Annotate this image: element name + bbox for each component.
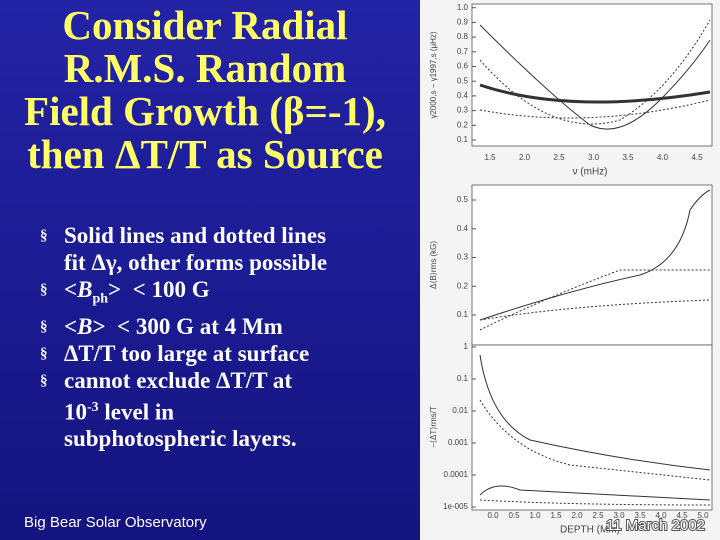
y-axis-label: −⟨ΔT⟩rms/T	[429, 406, 438, 448]
slide-title: Consider Radial R.M.S. Random Field Grow…	[0, 4, 410, 176]
footer-left: Big Bear Solar Observatory	[24, 514, 207, 531]
curve	[479, 189, 711, 321]
x-tick-label: 4.5	[691, 153, 703, 162]
curve	[479, 485, 711, 501]
y-tick-label: 0.5	[457, 76, 469, 85]
plot-frame	[471, 184, 713, 346]
y-tick-label: 0.2	[457, 120, 469, 129]
x-tick-label: 0.0	[487, 511, 499, 520]
title-line: Field Growth (β=-1),	[24, 88, 386, 134]
bullet: <Bph> < 100 G	[40, 276, 410, 313]
y-tick-label: 0.001	[448, 438, 469, 447]
x-tick-label: 2.0	[571, 511, 583, 520]
y-tick-label: 0.1	[457, 374, 469, 383]
text: level in	[98, 399, 175, 425]
x-tick-label: 4.0	[657, 153, 669, 162]
text: <	[64, 277, 78, 302]
curve	[479, 399, 711, 481]
y-tick-label: 0.8	[457, 32, 469, 41]
bullet-line: fit Δγ, other forms possible	[64, 250, 328, 275]
x-tick-label: 1.0	[529, 511, 541, 520]
x-tick-label: 3.0	[588, 153, 600, 162]
subscript: ph	[92, 291, 109, 307]
curve	[479, 83, 711, 104]
x-tick-label: 2.5	[592, 511, 604, 520]
text: > < 100 G	[108, 277, 210, 302]
curve	[479, 24, 711, 130]
x-tick-label: 5.0	[697, 511, 709, 520]
bullet: ΔT/T too large at surface	[40, 340, 410, 368]
y-tick-label: 0.9	[457, 18, 469, 27]
y-tick-label: 0.3	[457, 106, 469, 115]
y-tick-label: 0.7	[457, 47, 469, 56]
y-tick-label: 0.4	[457, 91, 469, 100]
bullet-line: cannot exclude ΔT/T at	[64, 367, 293, 393]
x-tick-label: 0.5	[508, 511, 520, 520]
title-line: R.M.S. Random	[63, 45, 347, 91]
x-tick-label: 2.0	[519, 153, 531, 162]
title-line: then ΔT/T as Source	[27, 131, 383, 177]
plot-frame	[471, 3, 713, 147]
x-axis-label: DEPTH (Mm)	[560, 525, 620, 536]
y-tick-label: 1	[464, 342, 469, 351]
text: B	[77, 277, 93, 302]
bullet-line: subphotospheric layers.	[64, 426, 297, 452]
y-tick-label: 0.6	[457, 62, 469, 71]
y-tick-label: 0.1	[457, 310, 469, 319]
x-tick-label: 4.5	[676, 511, 688, 520]
figure: 0.1 0.2 0.3 0.4 0.5 0.6 0.7 0.8 0.9 1.0 1.5 2.0 2.5 3…	[420, 0, 720, 540]
text: <	[64, 313, 78, 339]
y-tick-label: 0.01	[452, 406, 468, 415]
curve	[479, 354, 711, 471]
y-axis-label: Δ⟨B⟩rms (kG)	[429, 241, 438, 289]
bullet-line: 10-3 level in	[64, 394, 410, 426]
y-tick-label: 1.0	[457, 3, 469, 12]
bullet-line: Solid lines and dotted lines	[64, 223, 327, 248]
y-tick-label: 0.0001	[444, 470, 469, 479]
y-tick-label: 0.4	[457, 224, 469, 233]
plot-frame	[471, 344, 713, 511]
curve	[479, 299, 711, 321]
y-tick-label: 0.1	[457, 135, 469, 144]
x-tick-label: 3.5	[634, 511, 646, 520]
curve	[479, 99, 711, 119]
x-tick-label: 4.0	[655, 511, 667, 520]
y-tick-label: 0.3	[457, 253, 469, 262]
curve	[479, 269, 710, 331]
y-tick-label: 1e-005	[443, 502, 468, 511]
x-tick-label: 2.5	[553, 153, 565, 162]
x-tick-label: 3.0	[613, 511, 625, 520]
text: 10	[64, 399, 87, 425]
y-tick-label: 0.5	[457, 195, 469, 204]
x-tick-label: 1.5	[550, 511, 562, 520]
curve	[479, 19, 711, 125]
x-tick-label: 3.5	[622, 153, 634, 162]
x-tick-label: 1.5	[484, 153, 496, 162]
y-axis-label: γ2000,s − γ1997,s (μHz)	[429, 31, 438, 118]
y-tick-label: 0.2	[457, 281, 469, 290]
title-line: Consider Radial	[62, 2, 348, 48]
superscript: -3	[87, 399, 99, 415]
bullet-line: ΔT/T too large at surface	[64, 340, 310, 366]
text: > < 300 G at 4 Mm	[92, 313, 283, 339]
text: B	[77, 313, 93, 339]
x-axis-label: ν (mHz)	[573, 167, 608, 178]
footer-right: 11 March 2002	[606, 517, 705, 534]
bullet: <B> < 300 G at 4 Mm	[40, 313, 410, 341]
